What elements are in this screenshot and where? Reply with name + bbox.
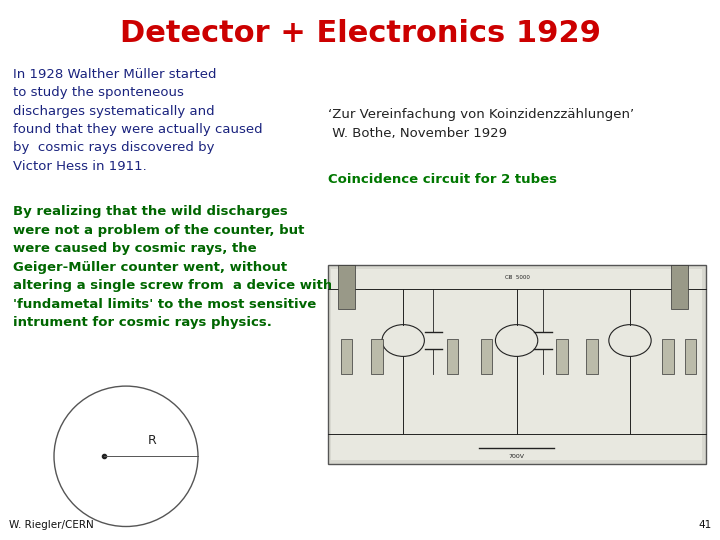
Bar [446,340,458,375]
Bar [331,269,702,460]
Bar [341,340,352,375]
Bar [662,340,674,375]
Bar [481,340,492,375]
Bar [685,340,696,375]
Text: In 1928 Walther Müller started
to study the sponteneous
discharges systematicall: In 1928 Walther Müller started to study … [13,68,263,173]
Bar [587,340,598,375]
Bar [670,265,688,308]
Text: 41: 41 [698,520,711,530]
Text: CɃ  5000: CɃ 5000 [505,275,530,280]
Text: Detector + Electronics 1929: Detector + Electronics 1929 [120,19,600,48]
Text: Coincidence circuit for 2 tubes: Coincidence circuit for 2 tubes [328,173,557,186]
Bar [556,340,567,375]
Text: R: R [148,434,156,447]
Text: By realizing that the wild discharges
were not a problem of the counter, but
wer: By realizing that the wild discharges we… [13,205,332,329]
Text: 700V: 700V [508,454,525,460]
Bar [338,265,355,308]
Bar [328,265,706,464]
Text: W. Riegler/CERN: W. Riegler/CERN [9,520,94,530]
Text: ‘Zur Vereinfachung von Koinzidenzzählungen’
 W. Bothe, November 1929: ‘Zur Vereinfachung von Koinzidenzzählung… [328,108,634,140]
Bar [371,340,382,375]
